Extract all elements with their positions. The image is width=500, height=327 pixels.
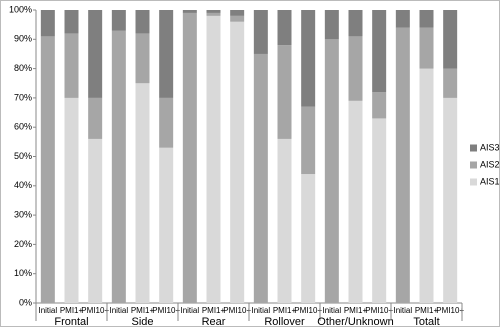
bar-segment [111,30,126,303]
bar-segment [135,10,150,34]
x-tick-label: PMI10+ [152,306,180,315]
group-label: Totalt [413,316,439,327]
bar-segment [88,10,103,98]
bar-segment [135,33,150,84]
bar-segment [206,15,221,304]
bar-segment [372,10,387,93]
bar-segment [277,10,292,46]
group-label: Rear [202,316,226,327]
x-tick-label: PMI1+ [60,306,84,315]
bar-segment [419,10,434,28]
y-tick-label: 0% [19,297,32,307]
bar-segment [372,118,387,303]
x-tick-label: Initial [393,306,412,315]
bar-segment [419,68,434,303]
bar-segment [64,97,79,304]
bar-segment [395,27,410,304]
group-label: Side [131,316,153,327]
bar-segment [159,97,174,148]
bar-segment [324,39,339,304]
group-label: Frontal [54,316,88,327]
bar-segment [324,10,339,40]
bar-segment [182,12,197,304]
x-tick-label: Initial [251,306,270,315]
x-tick-label: Initial [109,306,128,315]
bar-segment [253,10,268,54]
bar-segment [111,10,126,31]
y-tick-label: 90% [14,34,32,44]
x-tick-label: PMI10+ [81,306,109,315]
x-tick-label: PMI10+ [223,306,251,315]
y-tick-label: 20% [14,239,32,249]
x-tick-label: PMI10+ [365,306,393,315]
legend-label: AIS3+ [480,142,500,152]
y-tick-label: 30% [14,209,32,219]
bar-segment [230,10,245,16]
x-tick-label: PMI1+ [131,306,155,315]
bar-segment [206,10,221,13]
bar-segment [64,33,79,98]
y-tick-label: 60% [14,122,32,132]
bar-segment [253,53,268,304]
bar-segment [277,45,292,139]
x-tick-label: PMI10+ [436,306,464,315]
bar-segment [159,147,174,303]
bar-segment [230,15,245,22]
bar-segment [40,10,55,37]
y-tick-label: 10% [14,268,32,278]
bar-segment [372,92,387,119]
bar-segment [64,10,79,34]
bar-segment [443,10,458,69]
bar-segment [230,21,245,303]
x-tick-label: Initial [322,306,341,315]
bar-segment [182,10,197,13]
legend-swatch [470,144,477,152]
bar-segment [443,97,458,304]
legend-label: AIS2 [480,159,500,169]
y-tick-label: 80% [14,63,32,73]
x-tick-label: PMI1+ [415,306,439,315]
bar-segment [88,138,103,303]
bar-segment [88,97,103,139]
bar-segment [301,174,316,303]
bar-segment [135,83,150,303]
legend-label: AIS1 [480,176,500,186]
bar-segment [443,68,458,98]
bar-segment [395,10,410,28]
group-label: Rollover [264,316,305,327]
bar-segment [419,27,434,69]
bar-segment [348,10,363,37]
group-label: Other/Unknown [317,316,393,327]
x-tick-label: PMI1+ [344,306,368,315]
x-tick-label: PMI1+ [273,306,297,315]
x-tick-label: Initial [180,306,199,315]
bar-segment [277,138,292,303]
y-tick-label: 40% [14,180,32,190]
bar-segment [40,36,55,304]
legend-swatch [470,161,477,169]
x-tick-label: Initial [38,306,57,315]
y-tick-label: 100% [9,4,32,14]
x-tick-label: PMI1+ [202,306,226,315]
bar-segment [159,10,174,98]
legend-swatch [470,178,477,186]
y-tick-label: 70% [14,92,32,102]
bar-segment [348,36,363,101]
bar-segment [301,106,316,175]
bar-segment [301,10,316,107]
bar-segment [348,100,363,303]
bar-segment [206,12,221,16]
x-tick-label: PMI10+ [294,306,322,315]
y-tick-label: 50% [14,151,32,161]
